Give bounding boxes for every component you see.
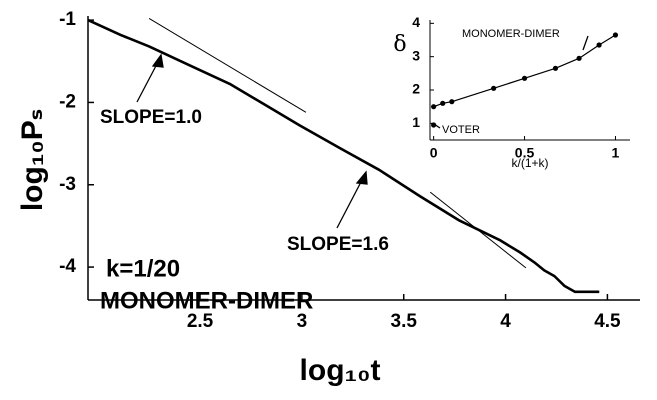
x-tick-label: 1 xyxy=(612,145,620,161)
x-tick-label: 3 xyxy=(297,311,308,332)
y-tick-label: 1 xyxy=(412,114,420,130)
y-tick-label: 4 xyxy=(412,14,420,30)
slope-label: SLOPE=1.6 xyxy=(287,234,389,255)
arrow-head xyxy=(151,53,164,68)
arrow xyxy=(136,61,159,103)
reference-line xyxy=(148,18,307,113)
data-line xyxy=(433,34,616,108)
arrow-head xyxy=(355,170,368,185)
arrow xyxy=(336,179,363,229)
y-tick-label: 3 xyxy=(412,47,420,63)
data-point xyxy=(612,32,619,38)
y-axis-title: log₁₀Pₛ xyxy=(16,109,49,211)
arrow xyxy=(582,35,589,51)
data-point xyxy=(596,42,602,48)
arrows xyxy=(136,35,589,229)
annotation: k=1/20 xyxy=(106,255,180,282)
annotation: MONOMER-DIMER xyxy=(100,287,313,314)
data-point xyxy=(440,100,446,106)
x-tick-label: 4 xyxy=(500,311,511,332)
y-tick-label: -1 xyxy=(59,9,76,30)
x-axis-title: log₁₀t xyxy=(300,354,381,387)
inset-y-title: δ xyxy=(393,32,406,57)
y-tick-label: -4 xyxy=(59,256,76,277)
series-label: VOTER xyxy=(442,124,480,136)
x-tick-label: 0 xyxy=(430,145,438,161)
data-point xyxy=(491,85,497,91)
x-tick-label: 4.5 xyxy=(594,311,621,332)
x-tick-label: 3.5 xyxy=(391,311,418,332)
data-point xyxy=(552,65,559,71)
data-point xyxy=(449,99,455,105)
slope-label: SLOPE=1.0 xyxy=(100,107,202,128)
data-point xyxy=(431,122,437,128)
data-point xyxy=(431,104,437,110)
y-tick-label: -3 xyxy=(59,174,76,195)
series-label: MONOMER-DIMER xyxy=(462,28,560,40)
data-line xyxy=(87,18,600,294)
inset-x-title: k/(1+k) xyxy=(511,156,548,170)
y-tick-label: 2 xyxy=(412,81,420,97)
data-point xyxy=(576,55,582,61)
x-tick-label: 0.5 xyxy=(515,145,535,161)
y-tick-label: -2 xyxy=(59,91,76,112)
data-point xyxy=(521,75,528,81)
x-tick-label: 2.5 xyxy=(187,311,214,332)
